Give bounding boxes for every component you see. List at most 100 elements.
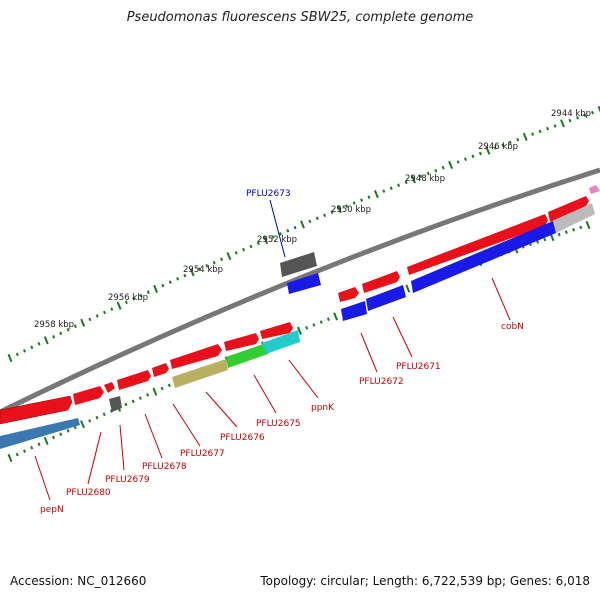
map-title: Pseudomonas fluorescens SBW25, complete … — [126, 10, 474, 25]
gene-pfl2679-upper[interactable] — [104, 382, 115, 393]
leader-pfl2680 — [87, 431, 102, 485]
scale-tick — [124, 300, 128, 305]
scale-tick — [516, 137, 520, 142]
label-pfl2673: PFLU2673 — [246, 189, 291, 199]
scale-tick — [263, 236, 269, 245]
lower-tick — [572, 228, 576, 232]
leader-pfl2679 — [119, 424, 125, 471]
lower-tick — [124, 402, 128, 407]
label-pepN: pepN — [40, 505, 64, 515]
gene-pfl2680-upper[interactable] — [73, 386, 104, 405]
scale-tick — [352, 201, 356, 205]
label-pfl2679: PFLU2679 — [105, 475, 150, 485]
scale-tick — [271, 235, 275, 239]
lower-tick — [152, 387, 158, 396]
lower-tick — [131, 399, 135, 404]
leader-pfl2678 — [144, 413, 163, 459]
scale-tick — [373, 190, 379, 199]
genome-backbone — [0, 167, 600, 415]
gene-pfl2675-upper[interactable] — [224, 333, 259, 351]
scale-tick — [212, 260, 216, 265]
scale-tick — [315, 216, 319, 221]
gene-cobN-lower[interactable] — [411, 221, 556, 293]
scale-tick — [501, 143, 505, 147]
lower-tick — [319, 320, 323, 324]
gene-right-grey[interactable] — [553, 203, 595, 233]
scale-tick — [293, 225, 297, 230]
lower-tick — [43, 436, 49, 445]
scale-tick — [80, 318, 86, 327]
scale-label-2948: 2948 kbp — [405, 174, 445, 184]
lower-tick — [88, 419, 92, 423]
scale-tick — [183, 273, 187, 278]
scale-tick — [249, 244, 253, 249]
gene-pfl2673-grey[interactable] — [280, 252, 317, 277]
gene-pfl2678-upper[interactable] — [117, 370, 151, 390]
gene-ppnK-lower[interactable] — [262, 330, 300, 354]
label-pfl2671: PFLU2671 — [396, 362, 441, 372]
label-pfl2678: PFLU2678 — [142, 462, 187, 472]
genome-stats-text: Topology: circular; Length: 6,722,539 bp… — [260, 574, 590, 588]
scale-tick — [15, 352, 19, 357]
label-ppnK: ppnK — [311, 403, 335, 413]
scale-tick — [360, 198, 364, 202]
label-pfl2672: PFLU2672 — [359, 377, 404, 387]
gene-pfl2673-blue[interactable] — [287, 273, 321, 294]
gene-pfl2671-lower[interactable] — [366, 285, 406, 311]
label-pfl2676: PFLU2676 — [220, 433, 265, 443]
scale-tick — [464, 157, 467, 161]
lower-tick — [333, 312, 339, 321]
scale-tick — [419, 174, 423, 179]
leader-pfl2677 — [172, 403, 201, 447]
accession-text: Accession: NC_012660 — [10, 574, 147, 588]
lower-tick — [37, 442, 41, 447]
gene-pfl2676-upper[interactable] — [170, 344, 222, 369]
lower-tick — [326, 317, 330, 321]
scale-tick — [103, 310, 106, 315]
scale-tick — [448, 160, 454, 169]
scale-tick — [389, 186, 393, 190]
scale-tick — [553, 124, 557, 128]
gene-cobN-upper[interactable] — [407, 214, 548, 275]
gene-pepN-upper[interactable] — [0, 395, 73, 425]
leader-ppnK — [288, 359, 319, 399]
scale-tick — [323, 213, 327, 218]
lower-tick — [543, 237, 547, 242]
scale-label-2956: 2956 kbp — [108, 293, 148, 303]
scale-tick — [568, 118, 572, 123]
gene-pfl2671[interactable] — [362, 271, 400, 293]
gene-pfl2675-lower[interactable] — [226, 343, 268, 368]
scale-tick — [345, 204, 349, 208]
gene-pfl2677-upper[interactable] — [152, 363, 169, 377]
leader-pfl2675 — [253, 374, 277, 414]
lower-tick — [15, 452, 19, 457]
scale-tick — [52, 335, 56, 339]
gene-ppnK-upper[interactable] — [260, 322, 293, 339]
scale-tick — [591, 110, 594, 115]
lower-tick — [297, 326, 302, 335]
scale-tick — [146, 290, 150, 294]
lower-tick — [66, 429, 70, 433]
scale-tick — [471, 154, 475, 159]
leader-pfl2671 — [392, 316, 413, 358]
scale-tick — [560, 119, 565, 128]
gene-pink[interactable] — [589, 185, 600, 194]
gene-pfl2672-lower[interactable] — [341, 301, 367, 321]
lower-tick — [585, 220, 591, 230]
scale-tick — [531, 132, 535, 136]
gene-right-upper[interactable] — [548, 196, 589, 222]
lower-tick — [59, 432, 63, 436]
gene-pfl2672[interactable] — [338, 287, 359, 302]
scale-tick — [176, 277, 180, 281]
lower-tick — [564, 230, 568, 234]
gene-pfl2676-lower[interactable] — [172, 359, 228, 388]
scale-tick — [23, 349, 26, 353]
leader-pfl2672 — [360, 332, 378, 373]
scale-tick — [168, 280, 172, 284]
gene-pfl2679-lower[interactable] — [109, 396, 122, 412]
scale-tick — [189, 268, 195, 277]
lower-tick — [579, 225, 583, 230]
scale-tick — [493, 146, 497, 150]
scale-label-2952: 2952 kbp — [257, 235, 297, 245]
gene-pepN-lower[interactable] — [0, 418, 80, 449]
